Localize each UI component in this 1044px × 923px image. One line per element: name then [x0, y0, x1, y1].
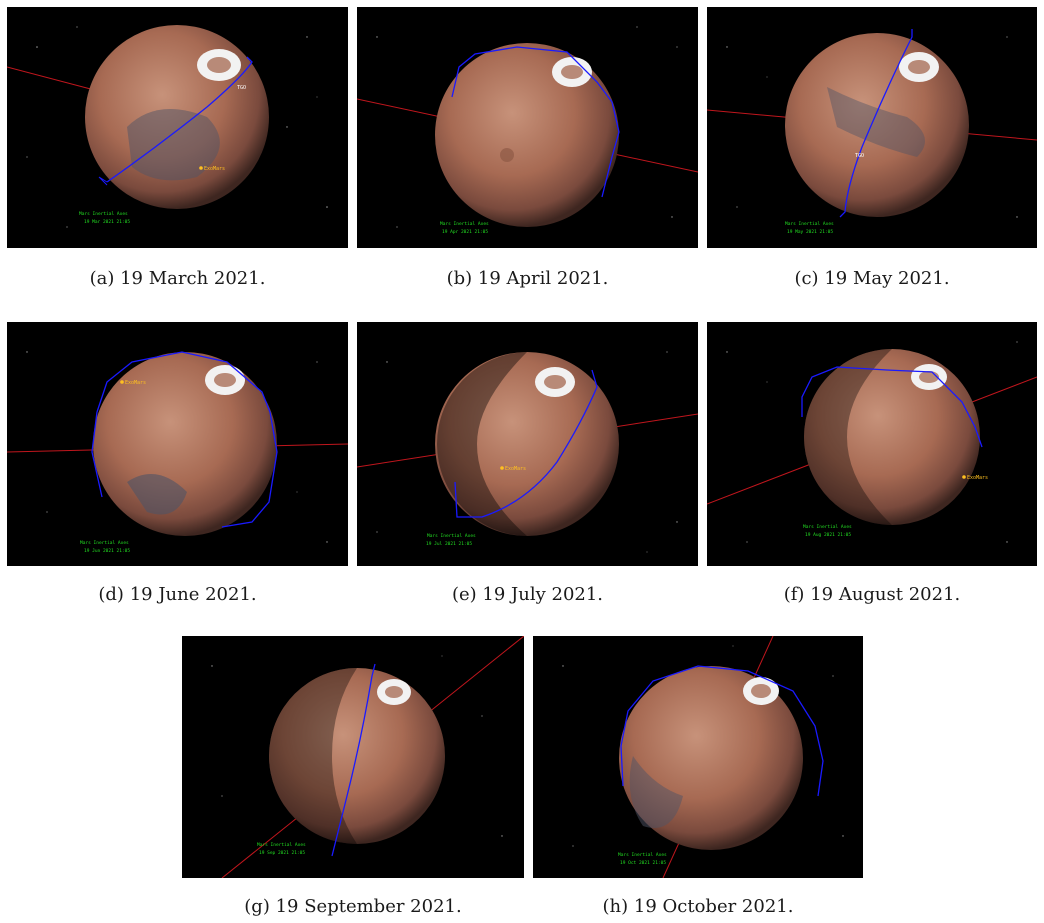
mars-scene: TGO ExoMars Mars Inertial Axes 19 Mar 20… [7, 25, 328, 228]
mars-view-image: ExoMars Mars Inertial Axes 19 Aug 2021 2… [707, 322, 1037, 566]
mars-scene: ExoMars Mars Inertial Axes 19 Aug 2021 2… [707, 341, 1037, 543]
mars-scene: TGO Mars Inertial Axes 19 May 2021 21:05 [707, 29, 1037, 235]
terminator-shadow [437, 352, 527, 536]
dark-region [827, 87, 925, 157]
orbit-track [451, 46, 620, 198]
terminator-shadow [804, 349, 892, 525]
orbit-track [331, 663, 376, 857]
orbit-track [106, 56, 253, 183]
mars-view-image: Mars Inertial Axes 19 Oct 2021 21:05 [533, 636, 863, 878]
hud-date: 19 Jul 2021 21:05 [426, 541, 472, 547]
panel-label: (a) [89, 268, 115, 289]
marker-label: ExoMars [204, 166, 225, 172]
hud-date: 19 Apr 2021 21:05 [442, 229, 488, 235]
mars-view-image: TGO Mars Inertial Axes 19 May 2021 21:05 [707, 7, 1037, 248]
exomars-marker [120, 380, 124, 384]
hud-date: 19 Jun 2021 21:05 [84, 548, 130, 554]
mars-scene: Mars Inertial Axes 19 Apr 2021 21:05 [357, 26, 698, 235]
starfield [726, 36, 1018, 218]
exomars-marker [962, 475, 966, 479]
panel-caption: 19 October 2021. [633, 896, 794, 917]
mars-scene: Mars Inertial Axes 19 Sep 2021 21:05 [211, 636, 524, 878]
orbit-track [620, 665, 824, 797]
crater [500, 148, 514, 162]
hud-title: Mars Inertial Axes [618, 852, 667, 858]
starfield [26, 26, 328, 228]
marker-label: ExoMars [505, 466, 526, 472]
mars-view-image: TGO ExoMars Mars Inertial Axes 19 Mar 20… [7, 7, 348, 248]
marker-label: ExoMars [967, 475, 988, 481]
panel-label: (g) [244, 896, 270, 917]
mars-globe [804, 349, 980, 525]
hud-title: Mars Inertial Axes [803, 524, 852, 530]
starfield [376, 26, 678, 228]
orbit-track [96, 351, 278, 528]
mars-scene: Mars Inertial Axes 19 Oct 2021 21:05 [562, 636, 844, 878]
panel-label: (b) [446, 268, 473, 289]
axis-line [7, 66, 103, 93]
hud-title: Mars Inertial Axes [257, 842, 306, 848]
spacecraft-label: TGO [237, 85, 246, 91]
mars-scene: ExoMars Mars Inertial Axes 19 Jun 2021 2… [7, 351, 348, 554]
hud-date: 19 Aug 2021 21:05 [805, 532, 851, 538]
starfield [562, 645, 844, 847]
mars-view-image: ExoMars Mars Inertial Axes 19 Jul 2021 2… [357, 322, 698, 566]
starfield [211, 655, 503, 837]
panel-caption: 19 July 2021. [482, 584, 604, 605]
panel-caption: 19 August 2021. [810, 584, 961, 605]
mars-view-image: Mars Inertial Axes 19 Apr 2021 21:05 [357, 7, 698, 248]
hud-title: Mars Inertial Axes [785, 221, 834, 227]
mars-view-image: ExoMars Mars Inertial Axes 19 Jun 2021 2… [7, 322, 348, 566]
hud-date: 19 Mar 2021 21:05 [84, 219, 130, 225]
starfield [376, 351, 678, 553]
hud-date: 19 Sep 2021 21:05 [259, 850, 305, 856]
panel-label: (f) [783, 584, 805, 605]
terminator-shadow [269, 668, 357, 844]
orbit-track [839, 29, 913, 218]
mars-view-image: Mars Inertial Axes 19 Sep 2021 21:05 [182, 636, 524, 878]
panel-label: (d) [98, 584, 124, 605]
marker-label: ExoMars [125, 380, 146, 386]
orbit-track [454, 369, 598, 518]
hud-title: Mars Inertial Axes [427, 533, 476, 539]
mars-globe [435, 352, 619, 536]
mars-globe [435, 43, 619, 227]
panel-caption: 19 June 2021. [129, 584, 257, 605]
panel-label: (h) [602, 896, 629, 917]
hud-date: 19 Oct 2021 21:05 [620, 860, 666, 866]
panel-caption: 19 April 2021. [477, 268, 609, 289]
mars-scene: ExoMars Mars Inertial Axes 19 Jul 2021 2… [357, 351, 698, 553]
exomars-marker [199, 166, 203, 170]
spacecraft-label: TGO [855, 153, 864, 159]
panel-label: (c) [794, 268, 819, 289]
panel-label: (e) [451, 584, 477, 605]
panel-caption: 19 September 2021. [275, 896, 462, 917]
hud-date: 19 May 2021 21:05 [787, 229, 833, 235]
panel-caption: 19 May 2021. [824, 268, 950, 289]
hud-title: Mars Inertial Axes [440, 221, 489, 227]
exomars-marker [500, 466, 504, 470]
dark-region [127, 474, 187, 515]
orbit-track [801, 366, 983, 448]
panel-caption: 19 March 2021. [120, 268, 266, 289]
mars-globe [93, 352, 277, 536]
hud-title: Mars Inertial Axes [80, 540, 129, 546]
dark-region [127, 109, 220, 181]
starfield [26, 351, 328, 543]
dark-region [629, 756, 683, 828]
hud-title: Mars Inertial Axes [79, 211, 128, 217]
starfield [726, 341, 1018, 543]
